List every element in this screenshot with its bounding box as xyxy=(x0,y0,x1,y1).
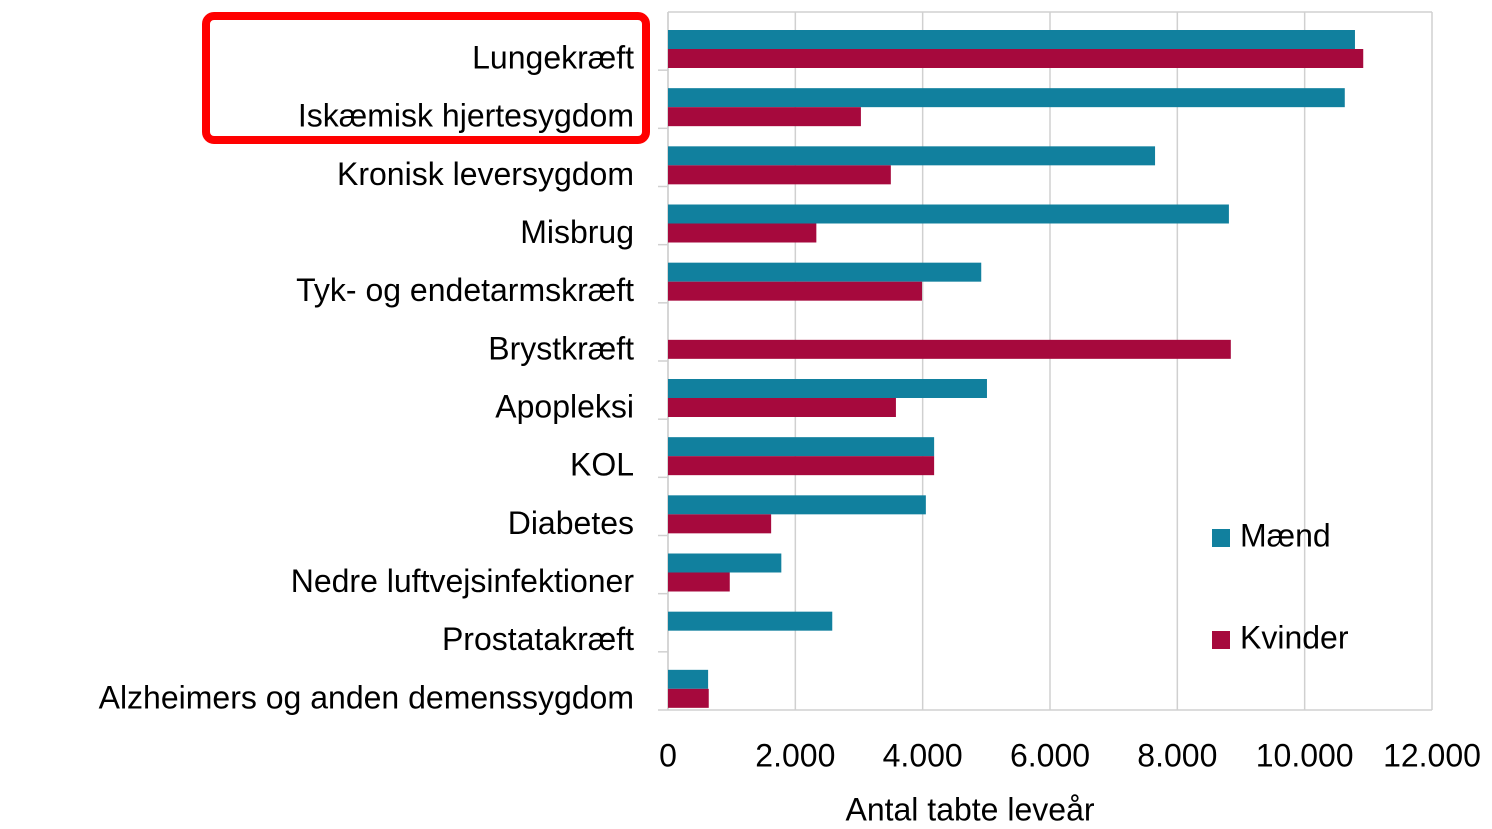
legend-swatch xyxy=(1212,631,1230,649)
bar xyxy=(668,339,1231,359)
y-tick-label: Misbrug xyxy=(520,214,634,250)
x-tick-label: 12.000 xyxy=(1383,737,1481,773)
y-tick-label: Lungekræft xyxy=(472,39,634,75)
bar xyxy=(668,30,1355,49)
bar xyxy=(668,611,833,631)
y-tick-label: Tyk- og endetarmskræft xyxy=(296,272,634,308)
y-tick-label: Brystkræft xyxy=(488,330,634,366)
legend-label: Kvinder xyxy=(1240,619,1349,655)
bar xyxy=(668,669,709,689)
bar xyxy=(668,553,782,573)
bar xyxy=(668,379,987,398)
y-tick-label: Prostatakræft xyxy=(442,621,634,657)
bar xyxy=(668,223,817,243)
y-tick-label: Kronisk leversygdom xyxy=(337,156,634,192)
bar xyxy=(668,88,1345,108)
bar xyxy=(668,204,1229,224)
x-axis-title: Antal tabte leveår xyxy=(845,791,1094,827)
bar xyxy=(668,572,730,592)
y-tick-label: Alzheimers og anden demenssygdom xyxy=(99,679,634,715)
bar xyxy=(668,688,709,708)
bar xyxy=(668,456,935,476)
bar xyxy=(668,262,982,282)
bar xyxy=(668,281,923,301)
y-tick-label: Nedre luftvejsinfektioner xyxy=(291,563,635,599)
bar xyxy=(668,165,891,185)
y-tick-label: KOL xyxy=(570,447,634,483)
y-tick-label: Apopleksi xyxy=(495,388,634,424)
x-tick-label: 8.000 xyxy=(1137,737,1217,773)
bar xyxy=(668,49,1364,68)
y-tick-label: Iskæmisk hjertesygdom xyxy=(298,98,634,134)
bar xyxy=(668,514,772,534)
bar xyxy=(668,398,896,417)
x-tick-label: 4.000 xyxy=(883,737,963,773)
legend-label: Mænd xyxy=(1240,517,1331,553)
highlight-box xyxy=(202,12,650,144)
bar xyxy=(668,146,1156,166)
x-tick-label: 10.000 xyxy=(1256,737,1354,773)
bar xyxy=(668,495,926,515)
x-tick-label: 2.000 xyxy=(755,737,835,773)
x-tick-label: 0 xyxy=(659,737,677,773)
bar xyxy=(668,107,861,127)
legend-swatch xyxy=(1212,529,1230,547)
x-tick-label: 6.000 xyxy=(1010,737,1090,773)
y-tick-label: Diabetes xyxy=(508,505,634,541)
bar xyxy=(668,437,935,457)
